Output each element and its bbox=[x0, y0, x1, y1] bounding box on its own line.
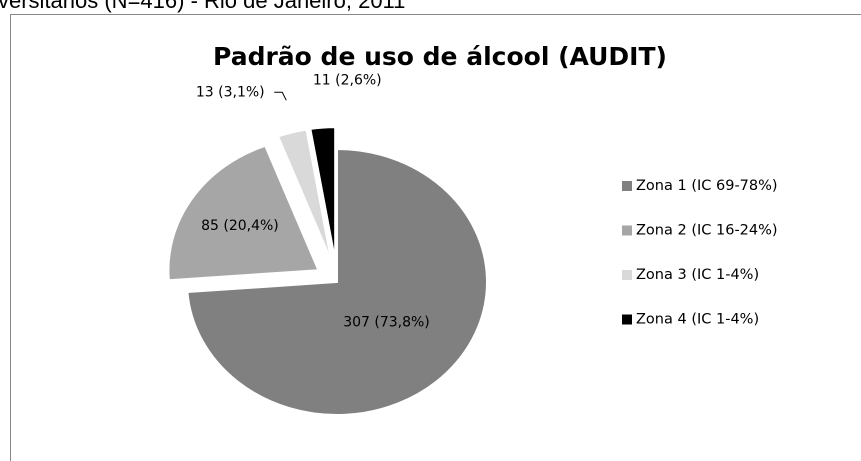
data-label: 307 (73,8%) bbox=[343, 315, 430, 331]
legend-swatch bbox=[622, 314, 632, 325]
pie-slice bbox=[276, 128, 333, 262]
chart-subtitle: versitários (N=416) - Rio de Janeiro, 20… bbox=[0, 0, 405, 13]
pie-slice bbox=[167, 144, 320, 282]
legend-swatch bbox=[622, 270, 632, 280]
legend-swatch bbox=[622, 181, 632, 191]
pie-slice bbox=[186, 147, 488, 416]
pie-slice bbox=[309, 126, 337, 261]
chart-border bbox=[10, 14, 861, 461]
legend-label: Zona 3 (IC 1-4%) bbox=[636, 267, 759, 283]
data-label: 85 (20,4%) bbox=[201, 218, 279, 234]
chart-title: Padrão de uso de álcool (AUDIT) bbox=[213, 42, 667, 71]
legend-label: Zona 1 (IC 69-78%) bbox=[636, 178, 778, 194]
data-label: 11 (2,6%) bbox=[313, 72, 382, 88]
legend-label: Zona 4 (IC 1-4%) bbox=[636, 312, 759, 328]
data-label: 13 (3,1%) bbox=[196, 84, 265, 100]
legend-swatch bbox=[622, 225, 632, 236]
legend-label: Zona 2 (IC 16-24%) bbox=[636, 223, 778, 239]
leader-line bbox=[274, 91, 287, 101]
